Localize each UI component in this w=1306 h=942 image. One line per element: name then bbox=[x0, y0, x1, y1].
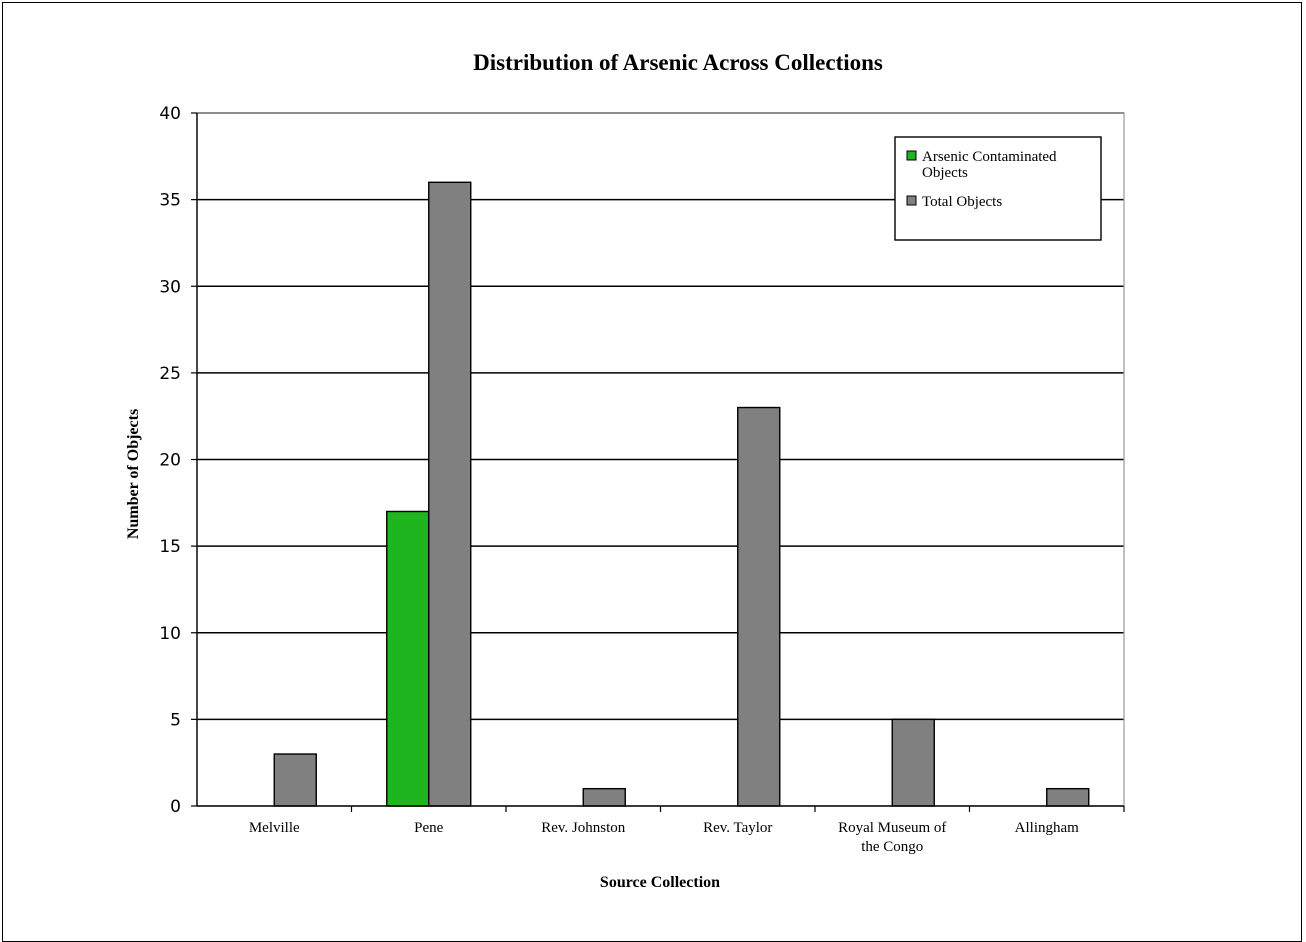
x-tick-label: Rev. Johnston bbox=[541, 820, 626, 836]
y-tick-label: 10 bbox=[159, 624, 181, 644]
bar-total bbox=[582, 787, 626, 807]
x-axis-ticks: Melville Pene Rev. Johnston Rev. Taylor Roya… bbox=[249, 806, 1125, 855]
bars bbox=[273, 181, 1090, 807]
legend-label: Arsenic Contaminated bbox=[922, 149, 1057, 165]
y-axis-title: Number of Objects bbox=[125, 409, 142, 539]
y-tick-label: 30 bbox=[159, 277, 181, 297]
y-tick-label: 15 bbox=[159, 537, 181, 557]
x-tick-label: the Congo bbox=[861, 839, 923, 855]
y-tick-label: 0 bbox=[170, 797, 181, 817]
x-tick-label: Allingham bbox=[1015, 820, 1079, 836]
y-tick-label: 25 bbox=[159, 364, 181, 384]
legend-swatch bbox=[906, 195, 917, 206]
bar-total bbox=[428, 181, 472, 807]
y-tick-label: 20 bbox=[159, 451, 181, 471]
y-tick-label: 40 bbox=[159, 104, 181, 124]
legend-swatch bbox=[906, 150, 917, 161]
bar-arsenic bbox=[386, 510, 430, 807]
y-tick-label: 5 bbox=[170, 710, 181, 730]
y-tick-label: 35 bbox=[159, 191, 181, 211]
x-tick-label: Royal Museum of bbox=[838, 820, 946, 836]
bar-total bbox=[1046, 787, 1090, 807]
bar-total bbox=[891, 718, 935, 807]
legend-label: Total Objects bbox=[922, 194, 1002, 210]
x-tick-label: Pene bbox=[414, 820, 444, 836]
legend-label: Objects bbox=[922, 165, 968, 181]
legend-box bbox=[894, 136, 1102, 241]
bar-total bbox=[737, 406, 781, 807]
chart-title: Distribution of Arsenic Across Collectio… bbox=[473, 50, 883, 75]
x-tick-label: Rev. Taylor bbox=[703, 820, 772, 836]
bar-total bbox=[273, 753, 317, 807]
y-axis-ticks: 0 5 10 15 20 25 30 35 40 bbox=[159, 104, 197, 817]
x-axis-title: Source Collection bbox=[600, 874, 720, 891]
x-tick-label: Melville bbox=[249, 820, 300, 836]
